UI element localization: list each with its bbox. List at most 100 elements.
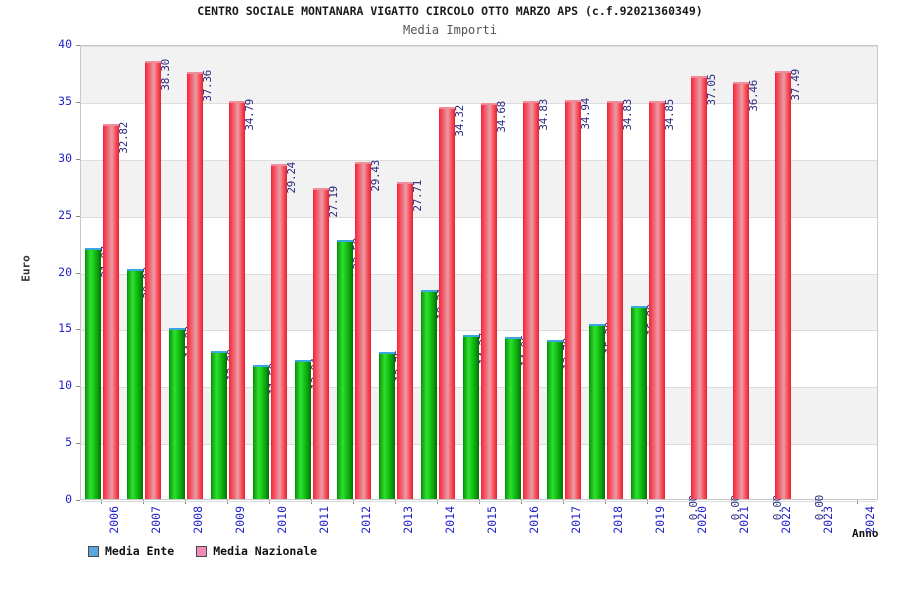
x-axis-tick-mark [647,500,648,504]
bar-value-label: 38.30 [159,59,172,91]
bar-media-nazionale[interactable] [775,70,791,499]
x-axis-tick-label: 2018 [611,506,625,534]
x-axis-tick-mark [311,500,312,504]
y-axis-tick-mark [76,272,80,274]
bar-media-ente[interactable] [379,351,395,499]
gridline [81,159,877,161]
bar-media-ente[interactable] [505,337,521,499]
legend-swatch-icon [196,545,208,557]
y-axis-tick-mark [76,215,80,217]
bar-media-ente[interactable] [421,289,437,499]
bar-media-ente[interactable] [211,351,227,499]
x-axis-tick-mark [269,500,270,504]
y-axis-tick-label: 0 [65,492,72,506]
bar-media-nazionale[interactable] [355,162,371,499]
bar-media-ente[interactable] [463,334,479,499]
bar-value-label: 0.00 [813,495,826,521]
gridline [81,46,877,47]
bar-media-nazionale[interactable] [271,164,287,499]
x-axis-tick-label: 2024 [863,506,877,534]
x-axis-tick-label: 2017 [569,506,583,534]
legend-label: Media Ente [105,544,175,558]
bar-media-ente[interactable] [589,324,605,499]
bar-media-nazionale[interactable] [607,100,623,499]
bar-value-label: 34.32 [453,104,466,137]
bar-value-label: 34.94 [579,97,592,130]
bar-media-nazionale[interactable] [439,106,455,499]
x-axis-tick-mark [605,500,606,504]
bar-media-nazionale[interactable] [733,82,749,499]
bar-media-nazionale[interactable] [523,100,539,499]
x-axis-tick-label: 2006 [107,506,121,534]
y-axis-tick-label: 10 [58,378,72,393]
legend-entry[interactable]: Media Ente [88,544,174,558]
bar-media-ente[interactable] [253,365,269,499]
bar-media-nazionale[interactable] [229,101,245,499]
bar-media-ente[interactable] [169,328,185,499]
bar-media-ente[interactable] [295,360,311,499]
bar-media-nazionale[interactable] [313,187,329,499]
bar-media-ente[interactable] [127,269,143,499]
gridline [81,102,877,104]
bar-value-label: 37.36 [201,70,214,102]
bar-value-label: 37.05 [705,73,718,106]
y-axis-tick-mark [76,158,80,160]
x-axis-tick-label: 2008 [191,506,205,534]
x-axis-tick-mark [521,500,522,504]
x-axis-tick-mark [689,500,690,504]
bar-media-nazionale[interactable] [649,100,665,499]
bar-media-nazionale[interactable] [691,75,707,499]
bar-media-ente[interactable] [631,305,647,499]
legend-entry[interactable]: Media Nazionale [196,544,317,558]
gridline [81,330,877,332]
bar-media-nazionale[interactable] [103,123,119,499]
y-axis-tick-label: 30 [58,150,72,165]
bar-value-label: 34.79 [243,99,256,131]
y-axis-tick-mark [76,45,80,46]
x-axis-tick-label: 2013 [401,506,415,534]
bar-value-label: 29.24 [285,162,298,195]
x-axis-tick-label: 2009 [233,506,247,534]
bar-media-ente[interactable] [547,340,563,499]
y-axis-tick-label: 25 [58,207,72,222]
bar-value-label: 36.46 [747,80,760,112]
x-axis-tick-mark [143,500,144,504]
x-axis-tick-mark [815,500,816,504]
gridline [81,501,877,502]
x-axis-tick-mark [773,500,774,504]
bar-media-nazionale[interactable] [481,102,497,499]
y-axis-tick-mark [76,500,80,501]
x-axis-tick-label: 2015 [485,506,499,534]
y-axis-tick-label: 40 [58,37,72,51]
bar-value-label: 34.83 [537,98,550,131]
chart-legend: Media Ente Media Nazionale [88,540,331,562]
y-axis-tick-mark [76,329,80,331]
x-axis-title: Anno [852,527,879,540]
x-axis-tick-mark [731,500,732,504]
x-axis-tick-mark [437,500,438,504]
bar-value-label: 37.49 [789,68,802,101]
x-axis-tick-label: 2010 [275,506,289,534]
legend-swatch-icon [88,545,99,557]
bar-media-ente[interactable] [337,240,353,499]
bar-value-label: 27.19 [327,185,340,218]
bar-media-nazionale[interactable] [187,72,203,499]
x-axis-tick-label: 2011 [317,506,331,534]
y-axis-tick-mark [76,386,80,388]
x-axis-tick-mark [353,500,354,504]
x-axis-tick-label: 2012 [359,506,373,534]
bar-media-ente[interactable] [85,248,101,499]
bar-value-label: 32.82 [117,121,130,154]
legend-label: Media Nazionale [213,544,318,558]
bar-media-nazionale[interactable] [565,99,581,499]
bar-value-label: 27.71 [411,179,424,212]
x-axis-tick-mark [563,500,564,504]
y-axis-tick-label: 20 [58,264,72,279]
bar-media-nazionale[interactable] [397,181,413,499]
x-axis-tick-label: 2016 [527,506,541,534]
x-axis-tick-mark [101,500,102,504]
gridline [81,216,877,218]
chart-subtitle: Media Importi [403,23,497,37]
bar-media-nazionale[interactable] [145,61,161,499]
